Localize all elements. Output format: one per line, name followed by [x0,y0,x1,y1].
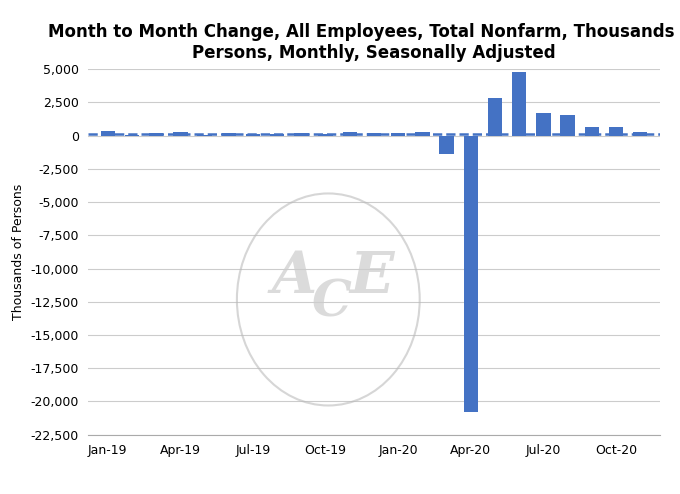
Bar [197,135,212,136]
Y-axis label: Thousands of Persons: Thousands of Persons [12,184,24,320]
Bar [294,133,309,136]
Text: E: E [349,249,394,306]
Title: Month to Month Change, All Employees, Total Nonfarm, Thousands of
Persons, Month: Month to Month Change, All Employees, To… [48,23,680,62]
Bar [222,133,236,136]
Bar [270,134,284,136]
Bar [391,133,405,136]
Bar [101,131,115,136]
Text: A: A [271,249,317,306]
Bar [367,133,381,136]
Bar [633,132,647,136]
Bar [149,133,163,136]
Bar [343,132,357,136]
Bar [464,136,478,412]
Bar [536,113,551,136]
Bar [512,72,526,136]
Bar [439,136,454,154]
Bar [488,98,503,136]
Bar [415,132,430,136]
Text: C: C [311,279,351,328]
Bar [560,115,575,136]
Bar [585,127,599,136]
Bar [124,135,139,136]
Bar [245,133,260,136]
Bar [609,127,624,136]
Bar [173,132,188,136]
Bar [318,133,333,136]
